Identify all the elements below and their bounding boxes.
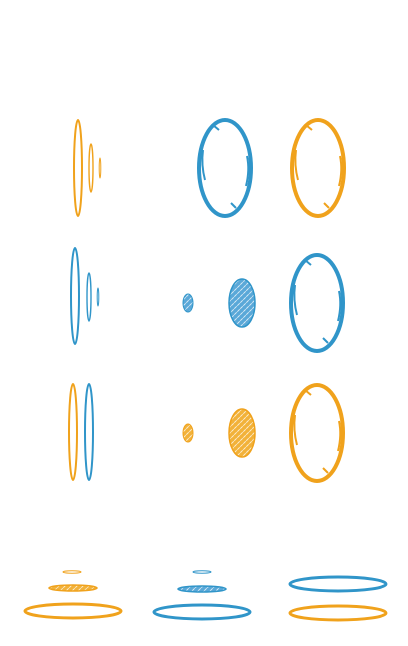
blue-portal-floor-stack bbox=[152, 570, 252, 621]
blue-portal-ring-large-r1 bbox=[197, 118, 253, 218]
orange-portal-edge-sequence bbox=[73, 119, 102, 217]
orange-portal-ring-large-r3 bbox=[289, 383, 345, 483]
blue-portal-ring-large-r2 bbox=[289, 253, 345, 353]
orange-portal-fill-small bbox=[182, 423, 194, 443]
blue-portal-edge-sequence bbox=[70, 247, 100, 345]
blue-orange-portal-floor-pair bbox=[288, 575, 388, 622]
orange-portal-floor-stack bbox=[23, 570, 123, 620]
blue-portal-fill-small bbox=[182, 293, 194, 313]
orange-portal-fill-medium bbox=[228, 408, 256, 458]
orange-blue-portal-edge-pair bbox=[68, 383, 94, 481]
blue-portal-fill-medium bbox=[228, 278, 256, 328]
orange-portal-ring-large-r1 bbox=[290, 118, 346, 218]
